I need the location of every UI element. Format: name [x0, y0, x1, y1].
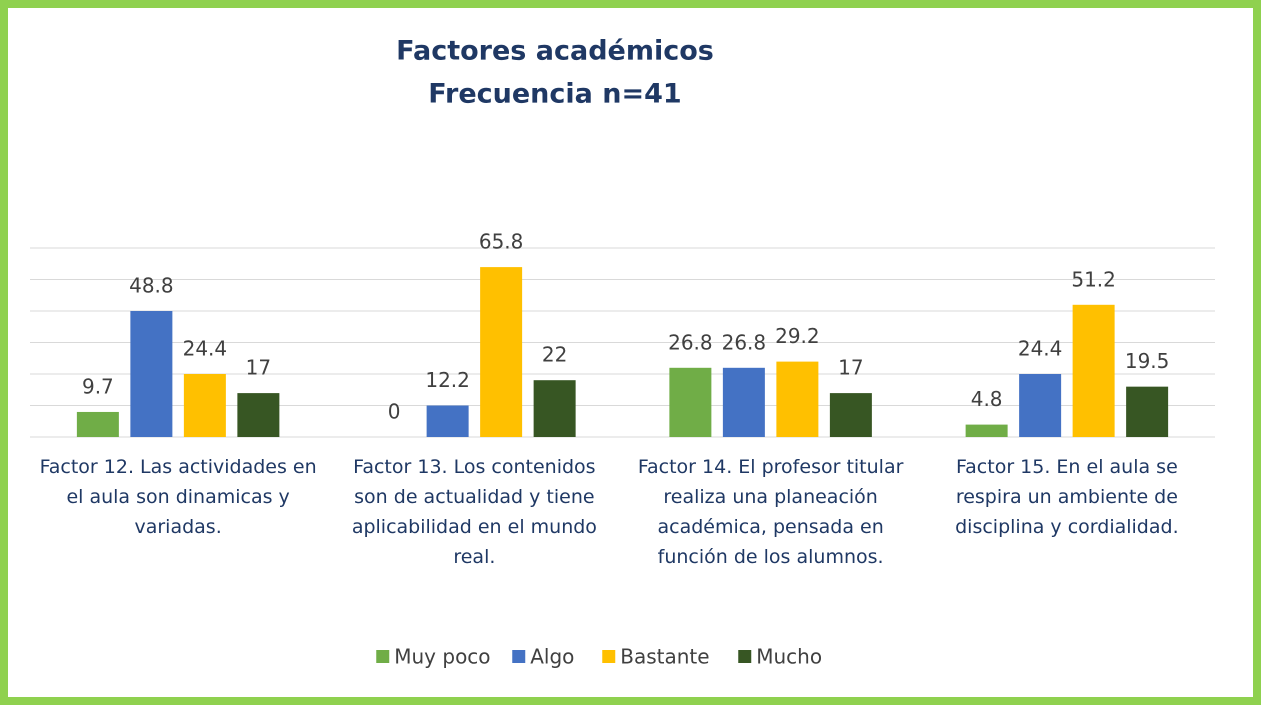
bar [776, 361, 819, 437]
bar [1019, 374, 1062, 437]
data-label: 51.2 [1071, 267, 1116, 291]
data-label: 26.8 [722, 330, 767, 354]
bar [1126, 386, 1169, 437]
bar [183, 374, 226, 437]
x-tick-label: Factor 15. En el aula se respira un ambi… [955, 456, 1179, 538]
data-label: 65.8 [479, 230, 524, 254]
legend-label: Bastante [620, 645, 709, 669]
legend-label: Mucho [756, 645, 822, 669]
data-label: 24.4 [1018, 337, 1063, 361]
data-label: 29.2 [775, 324, 820, 348]
data-label: 26.8 [668, 330, 713, 354]
data-label: 9.7 [82, 374, 114, 398]
bar [426, 405, 469, 437]
bar [829, 393, 872, 437]
data-label: 17 [246, 356, 271, 380]
x-tick-label: Factor 12. Las actividades en el aula so… [39, 456, 317, 538]
bar [130, 311, 173, 437]
legend-swatch [512, 650, 526, 663]
data-label: 22 [542, 343, 567, 367]
bar [237, 393, 280, 437]
legend-label: Muy poco [394, 645, 490, 669]
x-tick-label: Factor 13. Los contenidos son de actuali… [351, 456, 597, 568]
bar [722, 367, 765, 437]
data-label: 4.8 [971, 387, 1003, 411]
data-label: 48.8 [129, 274, 174, 298]
bar [965, 424, 1008, 437]
legend-swatch [602, 650, 616, 663]
data-label: 0 [388, 400, 401, 424]
data-label: 17 [838, 356, 863, 380]
data-label: 19.5 [1125, 349, 1170, 373]
data-label: 12.2 [425, 368, 470, 392]
chart-subtitle: Frecuencia n=41 [428, 79, 681, 110]
legend-swatch [376, 650, 390, 663]
bar [669, 367, 712, 437]
bar [480, 267, 523, 437]
bar [533, 380, 576, 437]
bar [1072, 304, 1115, 437]
data-label: 24.4 [183, 337, 228, 361]
legend-label: Algo [530, 645, 574, 669]
x-tick-label: Factor 14. El profesor titular realiza u… [637, 456, 904, 568]
bar [76, 411, 119, 437]
legend-swatch [738, 650, 752, 663]
chart-title: Factores académicos [396, 36, 714, 67]
